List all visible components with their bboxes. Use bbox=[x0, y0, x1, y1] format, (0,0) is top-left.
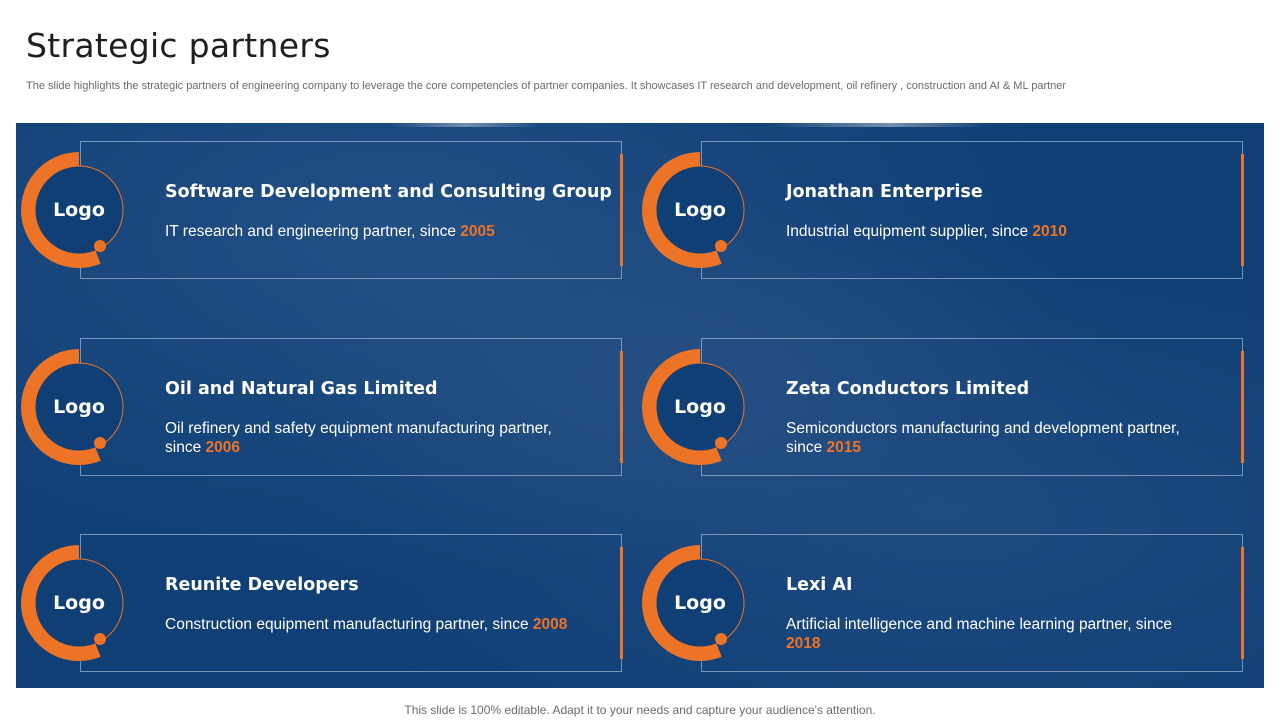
partner-description-text: Semiconductors manufacturing and develop… bbox=[786, 420, 1180, 456]
partners-panel: Software Development and Consulting Grou… bbox=[16, 123, 1264, 688]
partner-card-6: Lexi AI Artificial intelligence and mach… bbox=[701, 534, 1244, 672]
logo-ring-icon bbox=[642, 545, 745, 661]
partner-logo-2: Logo bbox=[639, 149, 761, 271]
partner-logo-1: Logo bbox=[18, 149, 140, 271]
partner-description-text: Construction equipment manufacturing par… bbox=[165, 616, 533, 633]
logo-placeholder-text: Logo bbox=[674, 199, 726, 221]
partner-description-text: Oil refinery and safety equipment manufa… bbox=[165, 420, 552, 456]
partner-card-2: Jonathan Enterprise Industrial equipment… bbox=[701, 141, 1244, 279]
slide-subtitle: The slide highlights the strategic partn… bbox=[26, 80, 1067, 92]
logo-placeholder-text: Logo bbox=[674, 396, 726, 418]
partner-description-text: Artificial intelligence and machine lear… bbox=[786, 616, 1172, 633]
logo-placeholder-text: Logo bbox=[53, 592, 105, 614]
partner-card-1: Software Development and Consulting Grou… bbox=[80, 141, 623, 279]
card-accent-bar bbox=[1241, 547, 1244, 659]
logo-ring-icon bbox=[642, 152, 745, 268]
partner-since-year: 2005 bbox=[460, 223, 495, 240]
logo-ring-icon bbox=[21, 152, 124, 268]
partner-name: Reunite Developers bbox=[165, 575, 359, 595]
logo-placeholder-text: Logo bbox=[53, 396, 105, 418]
slide-title: Strategic partners bbox=[26, 26, 331, 65]
panel-decoration bbox=[16, 123, 1264, 127]
card-accent-bar bbox=[620, 351, 623, 463]
partner-description: Construction equipment manufacturing par… bbox=[165, 615, 585, 634]
partner-name: Software Development and Consulting Grou… bbox=[165, 182, 612, 202]
partner-since-year: 2006 bbox=[205, 439, 240, 456]
partner-description: Artificial intelligence and machine lear… bbox=[786, 615, 1206, 653]
card-accent-bar bbox=[1241, 351, 1244, 463]
logo-placeholder-text: Logo bbox=[53, 199, 105, 221]
card-accent-bar bbox=[1241, 154, 1244, 266]
logo-ring-icon bbox=[642, 349, 745, 465]
partner-description: Semiconductors manufacturing and develop… bbox=[786, 419, 1206, 457]
logo-ring-icon bbox=[21, 545, 124, 661]
card-accent-bar bbox=[620, 547, 623, 659]
partner-name: Zeta Conductors Limited bbox=[786, 379, 1030, 399]
slide-footer: This slide is 100% editable. Adapt it to… bbox=[404, 703, 876, 717]
partner-since-year: 2018 bbox=[786, 635, 821, 652]
logo-placeholder-text: Logo bbox=[674, 592, 726, 614]
partner-logo-3: Logo bbox=[18, 346, 140, 468]
partner-logo-6: Logo bbox=[639, 542, 761, 664]
partner-description: Industrial equipment supplier, since 201… bbox=[786, 222, 1206, 241]
partner-card-3: Oil and Natural Gas Limited Oil refinery… bbox=[80, 338, 623, 476]
card-accent-bar bbox=[620, 154, 623, 266]
partner-name: Jonathan Enterprise bbox=[786, 182, 983, 202]
partner-since-year: 2010 bbox=[1032, 223, 1067, 240]
partner-name: Lexi AI bbox=[786, 575, 853, 595]
logo-ring-icon bbox=[21, 349, 124, 465]
partner-description: IT research and engineering partner, sin… bbox=[165, 222, 585, 241]
partner-description: Oil refinery and safety equipment manufa… bbox=[165, 419, 585, 457]
partner-logo-4: Logo bbox=[639, 346, 761, 468]
partner-name: Oil and Natural Gas Limited bbox=[165, 379, 438, 399]
partner-description-text: IT research and engineering partner, sin… bbox=[165, 223, 461, 240]
partner-card-4: Zeta Conductors Limited Semiconductors m… bbox=[701, 338, 1244, 476]
partner-description-text: Industrial equipment supplier, since bbox=[786, 223, 1033, 240]
partner-card-5: Reunite Developers Construction equipmen… bbox=[80, 534, 623, 672]
partner-since-year: 2015 bbox=[826, 439, 861, 456]
partner-since-year: 2008 bbox=[532, 616, 568, 633]
partner-logo-5: Logo bbox=[18, 542, 140, 664]
